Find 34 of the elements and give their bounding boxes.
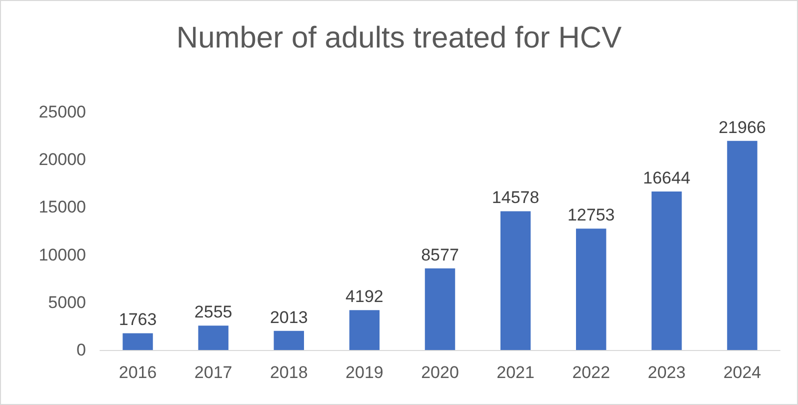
- bar: [652, 192, 682, 350]
- y-tick-label: 0: [76, 340, 86, 360]
- data-label: 16644: [643, 168, 690, 188]
- x-tick-label: 2017: [194, 363, 232, 382]
- y-tick-label: 20000: [38, 150, 86, 170]
- data-label: 21966: [718, 118, 766, 137]
- bar: [424, 268, 456, 350]
- data-label: 2013: [270, 308, 308, 327]
- bar: [122, 333, 153, 350]
- x-tick-label: 2020: [421, 363, 459, 382]
- bar: [576, 228, 606, 350]
- x-tick-label: 2018: [270, 363, 308, 382]
- y-tick-label: 10000: [38, 245, 86, 264]
- x-tick-label: 2019: [346, 363, 384, 382]
- bar: [274, 330, 304, 350]
- data-label: 1763: [118, 310, 157, 330]
- x-tick-label: 2022: [572, 363, 610, 382]
- x-tick-label: 2024: [723, 363, 762, 382]
- data-label: 4192: [346, 287, 384, 306]
- bar: [198, 326, 228, 350]
- data-label: 12753: [567, 206, 615, 225]
- y-tick-label: 15000: [38, 198, 86, 217]
- bar: [349, 310, 380, 350]
- bar: [727, 140, 758, 350]
- x-tick-label: 2016: [118, 363, 157, 382]
- data-label: 8577: [421, 245, 459, 264]
- data-label: 14578: [492, 188, 540, 208]
- y-tick-label: 5000: [48, 292, 86, 312]
- y-tick-label: 25000: [38, 102, 86, 122]
- x-tick-label: 2023: [648, 363, 686, 382]
- x-tick-label: 2021: [496, 363, 534, 382]
- chart-title: Number of adults treated for HCV: [176, 22, 622, 54]
- data-label: 2555: [194, 302, 232, 322]
- bar: [500, 211, 531, 350]
